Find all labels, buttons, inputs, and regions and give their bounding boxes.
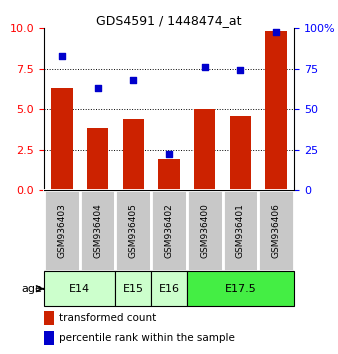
Bar (265, 31, 287, 190)
Bar (44, 190, 80, 271)
Text: GSM936404: GSM936404 (93, 203, 102, 258)
Text: transformed count: transformed count (59, 313, 156, 323)
Bar (44, 271, 115, 307)
Text: GSM936400: GSM936400 (200, 203, 209, 258)
Point (59, 53, 65, 59)
Text: GSM936401: GSM936401 (236, 203, 245, 258)
Point (202, 64, 208, 70)
Bar (123, 119, 144, 190)
Bar (151, 190, 187, 271)
Text: age: age (21, 284, 42, 294)
Point (166, 152, 172, 157)
Bar (115, 271, 151, 307)
Bar (187, 190, 223, 271)
Text: E14: E14 (69, 284, 90, 294)
Text: E16: E16 (159, 284, 179, 294)
Text: percentile rank within the sample: percentile rank within the sample (59, 333, 235, 343)
Bar (44, 310, 54, 325)
Text: E17.5: E17.5 (224, 284, 256, 294)
Point (273, 29, 279, 34)
Text: E15: E15 (123, 284, 144, 294)
Bar (87, 128, 108, 190)
Bar (230, 116, 251, 190)
Point (130, 77, 136, 83)
Bar (223, 190, 258, 271)
Point (95, 85, 100, 91)
Text: GSM936402: GSM936402 (165, 203, 173, 258)
Bar (187, 271, 294, 307)
Bar (151, 271, 187, 307)
Bar (158, 159, 180, 190)
Point (238, 68, 243, 73)
Bar (115, 190, 151, 271)
Bar (44, 331, 54, 345)
Text: GSM936403: GSM936403 (57, 203, 66, 258)
Bar (51, 88, 73, 190)
Title: GDS4591 / 1448474_at: GDS4591 / 1448474_at (96, 14, 242, 27)
Text: GSM936405: GSM936405 (129, 203, 138, 258)
Bar (194, 109, 215, 190)
Text: GSM936406: GSM936406 (272, 203, 281, 258)
Bar (80, 190, 115, 271)
Bar (258, 190, 294, 271)
